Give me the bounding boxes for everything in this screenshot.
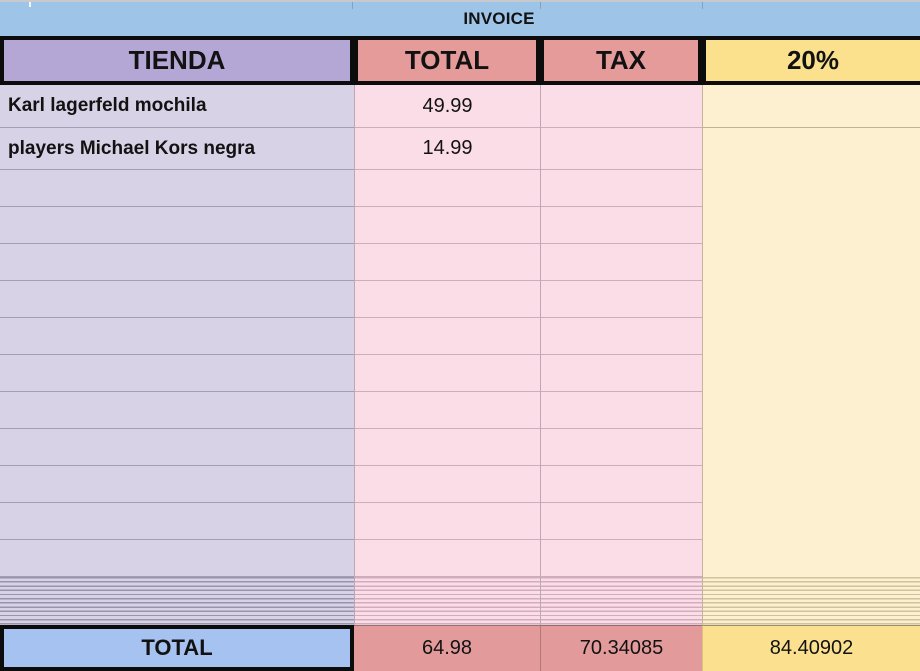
cell-total-empty[interactable] (355, 503, 540, 540)
collapsed-rows-band (0, 577, 920, 625)
header-cell-tienda[interactable]: TIENDA (0, 36, 354, 85)
collapsed-rows-tienda (0, 577, 354, 625)
cell-tax-empty[interactable] (541, 503, 702, 540)
totals-20pct-value: 84.40902 (769, 637, 854, 659)
header-label-total: TOTAL (404, 45, 490, 75)
cell-tax-empty[interactable] (541, 244, 702, 281)
cell-tax-empty[interactable] (541, 429, 702, 466)
cell-tax-item-1[interactable] (541, 85, 702, 128)
cell-tienda-empty[interactable] (0, 392, 354, 429)
cell-tax-empty[interactable] (541, 466, 702, 503)
totals-label-cell[interactable]: TOTAL (0, 625, 354, 671)
cell-tax-empty[interactable] (541, 355, 702, 392)
cell-total-empty[interactable] (355, 392, 540, 429)
header-cell-20pct[interactable]: 20% (702, 36, 920, 85)
totals-20pct-cell[interactable]: 84.40902 (702, 625, 920, 671)
totals-tax-cell[interactable]: 70.34085 (540, 625, 702, 671)
column-tienda: Karl lagerfeld mochila players Michael K… (0, 85, 354, 577)
column-20pct (702, 85, 920, 577)
cell-20pct-merged[interactable] (703, 128, 920, 577)
invoice-title-cell[interactable]: INVOICE (0, 0, 920, 36)
totals-tax-value: 70.34085 (579, 637, 664, 659)
cell-tax-empty[interactable] (541, 540, 702, 577)
cell-tienda-item-2[interactable]: players Michael Kors negra (0, 128, 354, 170)
cell-total-empty[interactable] (355, 540, 540, 577)
column-tax (540, 85, 702, 577)
collapsed-rows-20pct (702, 577, 920, 625)
cell-tax-empty[interactable] (541, 318, 702, 355)
item-name: Karl lagerfeld mochila (8, 95, 207, 116)
cell-tienda-empty[interactable] (0, 429, 354, 466)
cell-total-item-2[interactable]: 14.99 (355, 128, 540, 170)
cell-20pct-item-1[interactable] (703, 85, 920, 128)
cell-total-empty[interactable] (355, 318, 540, 355)
cell-tienda-empty[interactable] (0, 281, 354, 318)
top-edge-notch (29, 2, 31, 7)
cell-tax-empty[interactable] (541, 170, 702, 207)
cell-total-empty[interactable] (355, 466, 540, 503)
header-label-tax: TAX (595, 45, 647, 75)
header-cell-total[interactable]: TOTAL (354, 36, 540, 85)
cell-tienda-empty[interactable] (0, 170, 354, 207)
cell-tienda-empty[interactable] (0, 466, 354, 503)
cell-total-empty[interactable] (355, 207, 540, 244)
cell-tax-item-2[interactable] (541, 128, 702, 170)
totals-row: TOTAL 64.98 70.34085 84.40902 (0, 625, 920, 671)
cell-total-empty[interactable] (355, 170, 540, 207)
item-total: 49.99 (422, 94, 473, 117)
cell-tienda-empty[interactable] (0, 355, 354, 392)
table-header-row: TIENDA TOTAL TAX 20% (0, 36, 920, 85)
cell-tienda-empty[interactable] (0, 207, 354, 244)
cell-tax-empty[interactable] (541, 207, 702, 244)
cell-total-empty[interactable] (355, 244, 540, 281)
column-border-tick (540, 2, 541, 9)
column-border-tick (702, 2, 703, 9)
collapsed-rows-total (354, 577, 540, 625)
item-total: 14.99 (422, 137, 473, 159)
column-total: 49.99 14.99 (354, 85, 540, 577)
totals-label: TOTAL (141, 635, 213, 660)
cell-total-item-1[interactable]: 49.99 (355, 85, 540, 128)
invoice-title: INVOICE (463, 9, 535, 28)
cell-tienda-empty[interactable] (0, 318, 354, 355)
totals-total-cell[interactable]: 64.98 (354, 625, 540, 671)
cell-tax-empty[interactable] (541, 281, 702, 318)
cell-total-empty[interactable] (355, 355, 540, 392)
collapsed-rows-tax (540, 577, 702, 625)
cell-total-empty[interactable] (355, 281, 540, 318)
totals-total-value: 64.98 (421, 637, 473, 659)
cell-tienda-empty[interactable] (0, 503, 354, 540)
cell-tienda-item-1[interactable]: Karl lagerfeld mochila (0, 85, 354, 128)
table-body: Karl lagerfeld mochila players Michael K… (0, 85, 920, 577)
cell-total-empty[interactable] (355, 429, 540, 466)
column-border-tick (352, 2, 353, 9)
header-cell-tax[interactable]: TAX (540, 36, 702, 85)
item-name: players Michael Kors negra (8, 137, 256, 159)
header-label-20pct: 20% (786, 45, 840, 75)
cell-tax-empty[interactable] (541, 392, 702, 429)
cell-tienda-empty[interactable] (0, 540, 354, 577)
header-label-tienda: TIENDA (128, 45, 226, 75)
cell-tienda-empty[interactable] (0, 244, 354, 281)
